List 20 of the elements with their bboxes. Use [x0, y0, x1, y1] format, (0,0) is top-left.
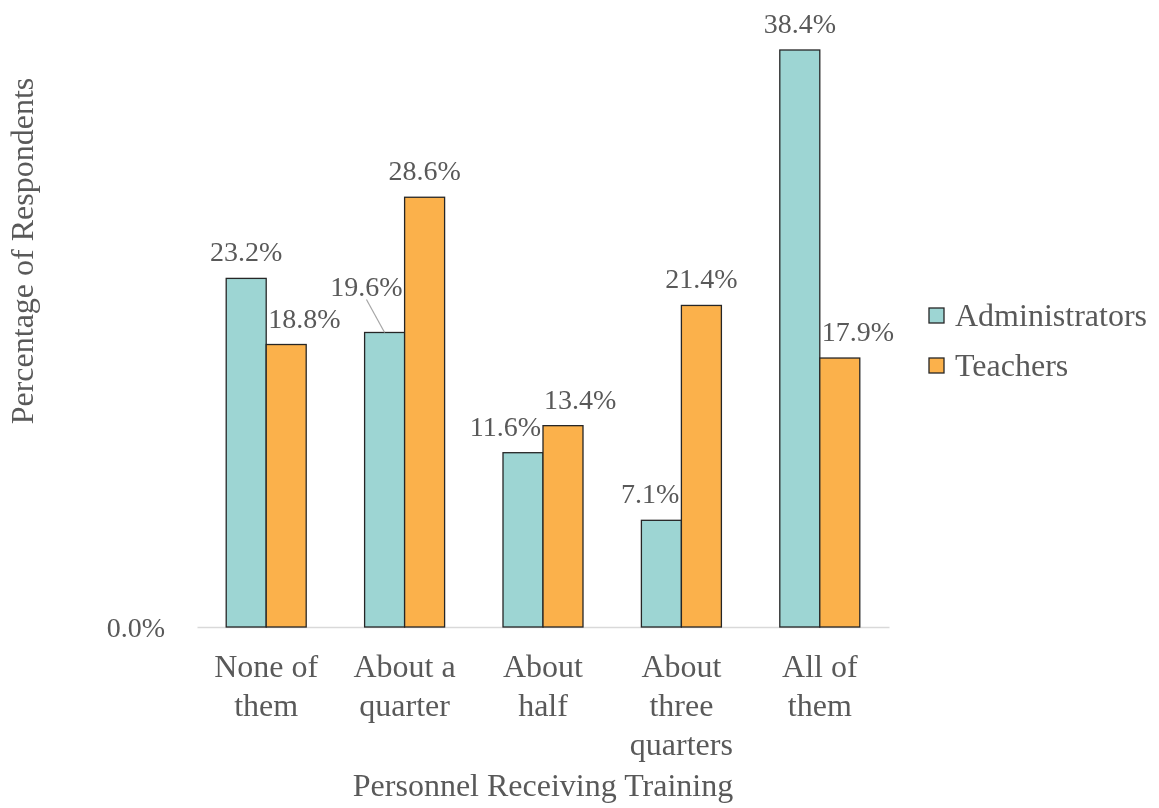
- data-label: 19.6%: [330, 270, 403, 302]
- data-label: 18.8%: [268, 302, 341, 334]
- data-label: 11.6%: [469, 410, 541, 442]
- x-tick-label: About half: [503, 648, 584, 723]
- x-tick-label: About a quarter: [353, 648, 456, 723]
- data-label: 13.4%: [544, 383, 617, 415]
- y-axis-title: Percentage of Respondents: [4, 77, 40, 425]
- data-label: 23.2%: [210, 236, 283, 268]
- data-label: 7.1%: [621, 478, 680, 510]
- legend-label: Teachers: [955, 347, 1069, 383]
- x-tick-label: About three quarters: [629, 648, 733, 762]
- x-axis-title: Personnel Receiving Training: [352, 767, 734, 803]
- text: 0.0%: [106, 611, 165, 643]
- data-label: 21.4%: [665, 263, 738, 295]
- data-label: 28.6%: [388, 155, 461, 187]
- legend-label: Administrators: [955, 297, 1147, 333]
- data-label: 38.4%: [763, 8, 836, 39]
- x-tick-label: None of them: [214, 648, 319, 723]
- data-label: 17.9%: [821, 316, 895, 348]
- x-tick-label: All of them: [782, 648, 858, 723]
